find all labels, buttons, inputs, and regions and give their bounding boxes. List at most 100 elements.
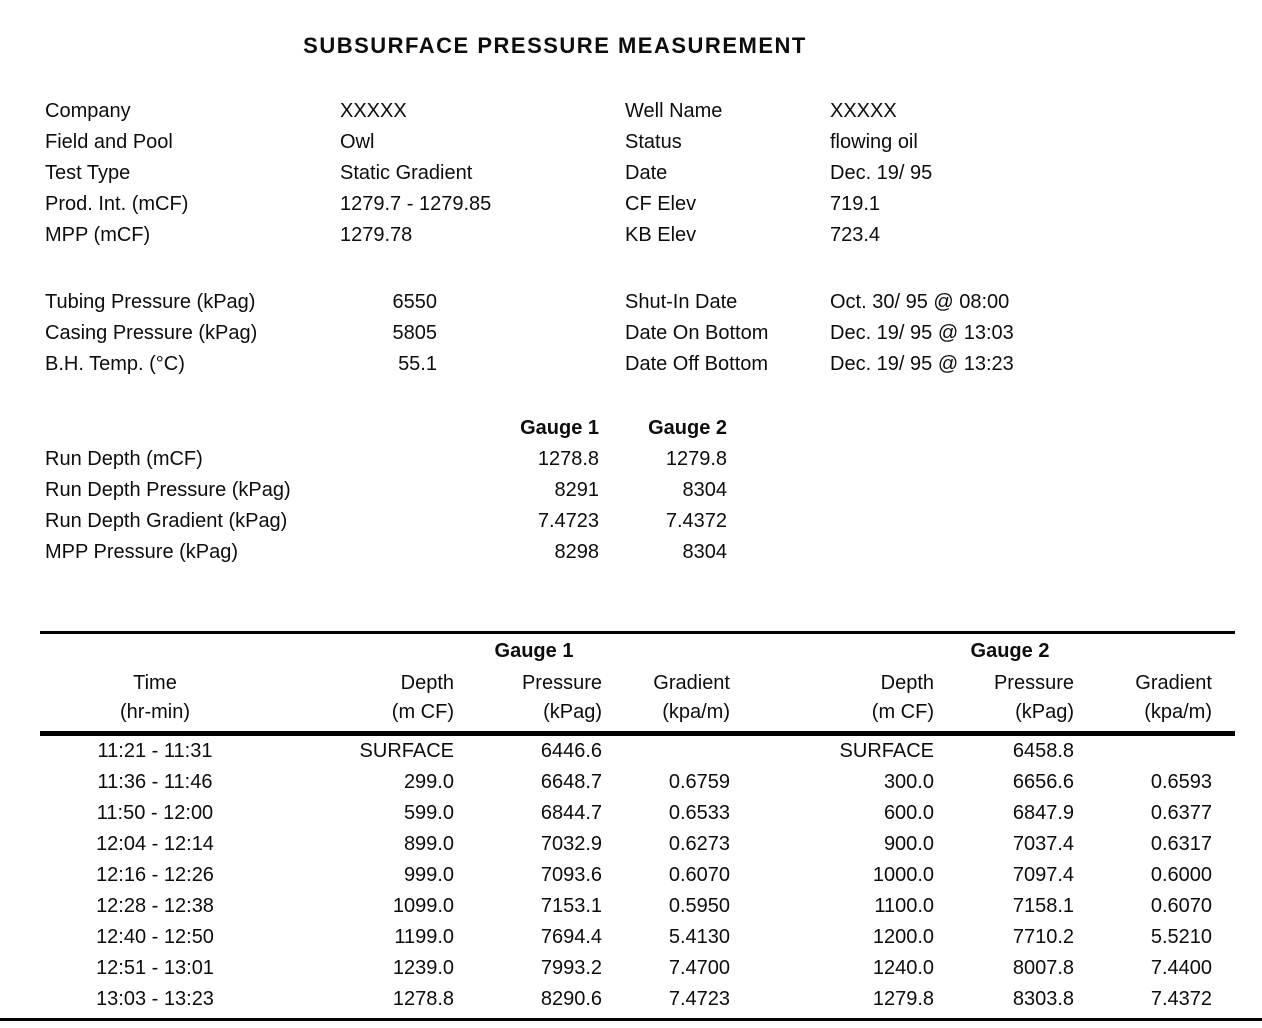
- info-value: 1279.7 - 1279.85: [340, 193, 492, 215]
- info-label: Status: [625, 131, 682, 153]
- info-label: Run Depth Gradient (kPag): [45, 510, 288, 532]
- table-cell: SURFACE: [839, 740, 934, 762]
- gauge-summary-row: Run Depth Pressure (kPag) 8291 8304: [45, 475, 805, 506]
- table-cell: 0.6759: [668, 771, 730, 793]
- info-label: B.H. Temp. (°C): [45, 353, 185, 375]
- gauge2-group-header: Gauge 2: [970, 639, 1050, 662]
- table-cell: 1000.0: [872, 864, 934, 886]
- info-label: Run Depth (mCF): [45, 448, 203, 470]
- gauge-summary-row: Run Depth (mCF) 1278.8 1279.8: [45, 444, 805, 475]
- gauge2-value: 1279.8: [665, 448, 727, 470]
- table-title-row: Time Depth Pressure Gradient Depth Press…: [40, 668, 1218, 698]
- info-label: MPP (mCF): [45, 224, 151, 246]
- info-row: Prod. Int. (mCF) 1279.7 - 1279.85 CF Ele…: [45, 189, 1235, 220]
- table-top-rule: [40, 631, 1235, 634]
- info-label: Shut-In Date: [625, 291, 738, 313]
- table-cell: 0.6377: [1150, 802, 1212, 824]
- table-row: 12:16 - 12:26 999.0 7093.6 0.6070 1000.0 7097…: [40, 860, 1218, 891]
- measurement-table: Gauge 1 Gauge 2 Time Depth Pressure Grad…: [40, 634, 1235, 1015]
- info-value: Dec. 19/ 95 @ 13:03: [830, 322, 1014, 344]
- info-value: 1279.78: [340, 224, 413, 246]
- table-cell: 0.6317: [1150, 833, 1212, 855]
- table-cell: 8303.8: [1012, 988, 1074, 1010]
- table-cell: 299.0: [403, 771, 454, 793]
- info-label: CF Elev: [625, 193, 697, 215]
- gauge2-value: 7.4372: [665, 510, 727, 532]
- table-cell: 13:03 - 13:23: [96, 988, 214, 1010]
- table-cell: 0.6593: [1150, 771, 1212, 793]
- table-cell: 0.6273: [668, 833, 730, 855]
- column-unit: (kpa/m): [662, 701, 730, 723]
- info-value: Dec. 19/ 95 @ 13:23: [830, 353, 1014, 375]
- column-unit: (kPag): [543, 701, 602, 723]
- table-cell: 1240.0: [872, 957, 934, 979]
- info-label: Date: [625, 162, 668, 184]
- info-row: B.H. Temp. (°C) 55.1 Date Off Bottom Dec…: [45, 349, 1235, 380]
- info-label: Casing Pressure (kPag): [45, 322, 258, 344]
- info-row: Casing Pressure (kPag) 5805 Date On Bott…: [45, 318, 1235, 349]
- table-cell: 1200.0: [872, 926, 934, 948]
- table-gauge-header-row: Gauge 1 Gauge 2: [40, 634, 1218, 668]
- info-label: Tubing Pressure (kPag): [45, 291, 256, 313]
- table-cell: 8007.8: [1012, 957, 1074, 979]
- info-row: Tubing Pressure (kPag) 6550 Shut-In Date…: [45, 287, 1235, 318]
- table-cell: 12:16 - 12:26: [96, 864, 214, 886]
- column-header: Time: [133, 671, 177, 694]
- table-cell: 7093.6: [540, 864, 602, 886]
- table-cell: 12:51 - 13:01: [96, 957, 214, 979]
- table-cell: 6847.9: [1012, 802, 1074, 824]
- info-value: Oct. 30/ 95 @ 08:00: [830, 291, 1010, 313]
- gauge1-value: 8291: [554, 479, 600, 501]
- table-cell: 7694.4: [540, 926, 602, 948]
- table-row: 13:03 - 13:23 1278.8 8290.6 7.4723 1279.8 830…: [40, 984, 1218, 1015]
- column-unit: (hr-min): [120, 701, 190, 723]
- table-cell: 8290.6: [540, 988, 602, 1010]
- gauge1-value: 8298: [554, 541, 600, 563]
- info-row: Company XXXXX Well Name XXXXX: [45, 96, 1235, 127]
- info-value: 6550: [392, 291, 438, 313]
- well-info-section: Company XXXXX Well Name XXXXX Field and …: [45, 96, 1235, 251]
- table-units-row: (hr-min) (m CF) (kPag) (kpa/m) (m CF) (k…: [40, 698, 1218, 727]
- gauge2-value: 8304: [682, 541, 728, 563]
- table-cell: 7710.2: [1012, 926, 1074, 948]
- table-cell: 11:36 - 11:46: [97, 771, 213, 793]
- info-value: Static Gradient: [340, 162, 473, 184]
- info-value: 719.1: [830, 193, 881, 215]
- table-cell: 12:28 - 12:38: [96, 895, 214, 917]
- info-row: MPP (mCF) 1279.78 KB Elev 723.4: [45, 220, 1235, 251]
- table-cell: 11:50 - 12:00: [96, 802, 214, 824]
- info-label: KB Elev: [625, 224, 697, 246]
- column-header: Gradient: [1135, 671, 1212, 694]
- table-cell: 7.4700: [668, 957, 730, 979]
- table-cell: 0.6000: [1150, 864, 1212, 886]
- info-label: Field and Pool: [45, 131, 173, 153]
- column-header: Depth: [880, 671, 934, 694]
- table-cell: 1239.0: [392, 957, 454, 979]
- column-header: Depth: [400, 671, 454, 694]
- table-cell: 12:04 - 12:14: [96, 833, 214, 855]
- table-cell: 7097.4: [1012, 864, 1074, 886]
- table-cell: 6446.6: [540, 740, 602, 762]
- table-cell: 999.0: [403, 864, 454, 886]
- table-cell: 7.4723: [668, 988, 730, 1010]
- gauge2-value: 8304: [682, 479, 728, 501]
- column-header: Gradient: [653, 671, 730, 694]
- table-row: 11:36 - 11:46 299.0 6648.7 0.6759 300.0 6656.…: [40, 767, 1218, 798]
- table-cell: 600.0: [883, 802, 934, 824]
- table-body: 11:21 - 11:31 SURFACE 6446.6 SURFACE 6458.8 …: [40, 736, 1218, 1015]
- column-unit: (kpa/m): [1144, 701, 1212, 723]
- table-cell: 6458.8: [1012, 740, 1074, 762]
- page-title: SUBSURFACE PRESSURE MEASUREMENT: [303, 33, 807, 58]
- table-cell: 0.5950: [668, 895, 730, 917]
- table-cell: 599.0: [403, 802, 454, 824]
- info-value: 5805: [392, 322, 438, 344]
- info-value: Dec. 19/ 95: [830, 162, 933, 184]
- table-bottom-rule: [0, 1018, 1262, 1021]
- gauge1-group-header: Gauge 1: [494, 639, 574, 662]
- info-value: XXXXX: [830, 100, 897, 122]
- table-row: 11:50 - 12:00 599.0 6844.7 0.6533 600.0 6847.…: [40, 798, 1218, 829]
- table-row: 12:40 - 12:50 1199.0 7694.4 5.4130 1200.0 771…: [40, 922, 1218, 953]
- gauge2-column-header: Gauge 2: [648, 417, 727, 439]
- table-cell: 1278.8: [392, 988, 454, 1010]
- table-cell: 1100.0: [874, 895, 934, 917]
